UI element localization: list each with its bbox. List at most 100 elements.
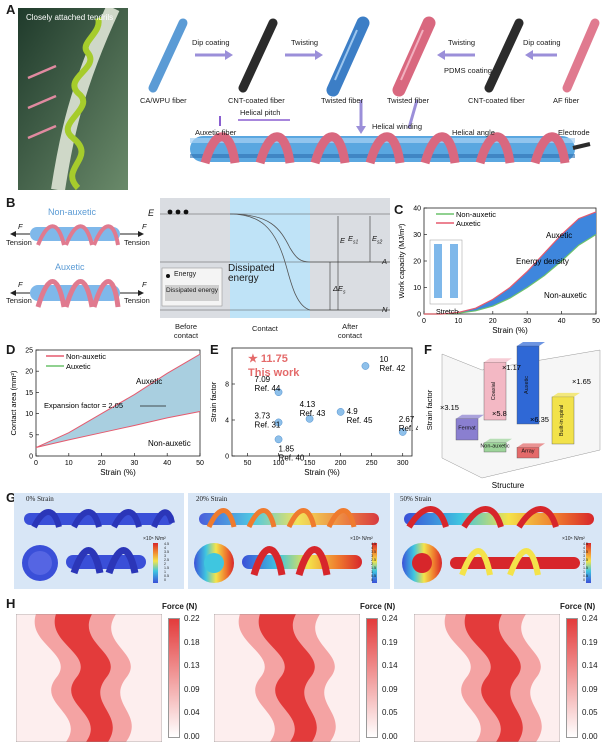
force-colorbar-title: Force (N) xyxy=(162,602,198,611)
force-map-core xyxy=(464,614,523,742)
chart-c-ytick-label: 0 xyxy=(417,312,421,319)
chart-d-legend-auxetic: Auxetic xyxy=(66,362,91,371)
label-non-auxetic-b: Non-auxetic xyxy=(48,207,97,217)
force-colorbar-tick: 0.09 xyxy=(382,684,398,694)
g-colorbar-tick: 1.5 xyxy=(583,566,588,570)
marker-delta-e: ΔE xyxy=(333,284,344,293)
force-colorbar-tick: 0.13 xyxy=(184,661,200,670)
chart-d-xtick-label: 40 xyxy=(163,460,171,467)
chart-f-bar-label: Fermat xyxy=(458,425,476,431)
marker-es1: Es1 xyxy=(348,234,358,246)
force-colorbar-tick: 0.18 xyxy=(184,637,200,647)
chart-d-ytick-label: 15 xyxy=(25,390,33,397)
chart-d-xtick-label: 30 xyxy=(131,460,139,467)
chart-e-point xyxy=(336,408,345,416)
g-title-50: 50% Strain xyxy=(400,495,432,503)
chart-d-xtick-label: 20 xyxy=(98,460,106,467)
panel-letter-d: D xyxy=(6,342,16,357)
chart-f-xlabel: Structure xyxy=(492,481,525,490)
chart-e-point-ref: Ref. 42 xyxy=(379,364,405,373)
chart-e-point xyxy=(398,428,407,436)
chart-d-annot-auxetic: Auxetic xyxy=(136,377,162,386)
g-colorbar-tick: 3 xyxy=(583,554,585,558)
chart-c-annot-non-auxetic: Non-auxetic xyxy=(544,291,587,300)
force-colorbar-tick: 0.00 xyxy=(582,731,598,741)
phase-contact: Contact xyxy=(252,324,278,333)
chart-e-point-value: 10 xyxy=(379,355,388,364)
chart-f-bar-label: Auxetic xyxy=(524,376,530,394)
chart-e-ylabel: Strain factor xyxy=(209,381,218,422)
fabrication-diagram xyxy=(148,16,600,165)
label-auxetic-b: Auxetic xyxy=(55,262,85,272)
chart-c-legend-non-auxetic: Non-auxetic xyxy=(456,210,496,219)
force-colorbar-tick: 0.19 xyxy=(582,637,598,647)
fiber-ca-wpu xyxy=(148,18,188,93)
chart-c-xtick-label: 30 xyxy=(523,318,531,325)
label-twisted-fiber-pink: Twisted fiber xyxy=(387,96,430,105)
chart-d-ylabel: Contact area (mm²) xyxy=(9,370,18,436)
phase-after-contact: After contact xyxy=(337,322,363,340)
force-colorbar xyxy=(168,618,180,738)
chart-c-ytick-label: 10 xyxy=(413,285,421,292)
energy-axis-label: E xyxy=(148,208,155,218)
marker-es1-sub: s1 xyxy=(353,239,359,246)
force-colorbar-tick: 0.24 xyxy=(382,614,398,623)
g-colorbar-tick: 2 xyxy=(164,562,166,566)
chart-e-xtick-label: 150 xyxy=(304,460,316,467)
chart-d: 0 10 20 30 40 50 0 5 10 15 20 25 Strain (%) Contact a… xyxy=(9,348,204,478)
chart-c-xtick-label: 20 xyxy=(489,318,497,325)
chart-e-point-value: 2.67 xyxy=(399,415,415,424)
chart-d-xlabel: Strain (%) xyxy=(100,468,136,477)
force-colorbar xyxy=(366,618,378,738)
chart-f-bar-top xyxy=(456,414,484,419)
chart-e-point-ref: Ref. 43 xyxy=(300,409,326,418)
chart-e-highlight-value: ★ 11.75 xyxy=(248,353,288,365)
chart-f: Strain factor Structure Fermat Non-auxetic C… xyxy=(425,342,601,490)
level-e-label: E xyxy=(340,236,346,245)
force-colorbar-tick: 0.00 xyxy=(184,731,200,741)
chart-e-point-value: 4.13 xyxy=(300,400,316,409)
chart-c-xlabel: Strain (%) xyxy=(492,326,528,335)
g-colorbar-tick: 3.5 xyxy=(164,550,169,554)
marker-delta-es: ΔEs xyxy=(333,284,346,296)
chart-e-point-ref: Ref. 31 xyxy=(255,420,281,429)
fiber-twisted-pink xyxy=(392,16,436,97)
chart-c-xtick-label: 50 xyxy=(592,318,600,325)
chart-f-factor: ×5.8 xyxy=(492,409,507,418)
step-pdms-coating: PDMS coating xyxy=(444,66,492,75)
g-colorbar-tick: 2.5 xyxy=(583,558,588,562)
force-map-2 xyxy=(214,614,360,742)
marker-delta-sub: s xyxy=(343,289,346,296)
tension-label-2: Tension xyxy=(124,238,150,247)
g-colorbar-tick: 0 xyxy=(371,578,373,582)
stress-simulations xyxy=(22,506,594,583)
chart-e-point-ref: Ref. 40 xyxy=(279,453,305,462)
g-colorbar-tick: 4.5 xyxy=(164,542,169,546)
tendril-photo xyxy=(18,8,128,190)
g-colorbar-tick: 3.5 xyxy=(371,550,376,554)
chart-c-area xyxy=(424,211,596,314)
force-colorbar-tick: 0.05 xyxy=(382,708,398,717)
chart-e-point xyxy=(361,362,370,370)
g-colorbar-tick: 2 xyxy=(371,562,373,566)
step-dip-coating-left: Dip coating xyxy=(192,38,230,47)
chart-d-annot-expansion: Expansion factor = 2.05 xyxy=(44,401,123,410)
force-colorbar-tick: 0.00 xyxy=(382,731,398,741)
level-a-label: A xyxy=(382,257,388,266)
g-colorbar-tick: 2.5 xyxy=(164,558,169,562)
g-colorbar-tick: 1.5 xyxy=(371,566,376,570)
label-helical-pitch: Helical pitch xyxy=(240,108,281,117)
g-colorbar-tick: 4 xyxy=(583,546,585,550)
chart-e-point-value: 4.9 xyxy=(347,407,359,416)
chart-e-point xyxy=(274,418,283,427)
g-colorbar-tick: 3 xyxy=(371,554,373,558)
force-colorbar-tick: 0.19 xyxy=(382,637,398,647)
g-colorbar-unit-1: ×10⁵ N/m² xyxy=(143,536,166,542)
panel-letter-f: F xyxy=(424,342,432,357)
fiber-af xyxy=(562,18,600,93)
level-n-label: N xyxy=(382,305,388,314)
label-cnt-fiber-right: CNT-coated fiber xyxy=(468,96,525,105)
force-label-1: F xyxy=(18,222,23,231)
panel-letter-a: A xyxy=(6,2,16,17)
chart-c-xtick-label: 0 xyxy=(422,318,426,325)
